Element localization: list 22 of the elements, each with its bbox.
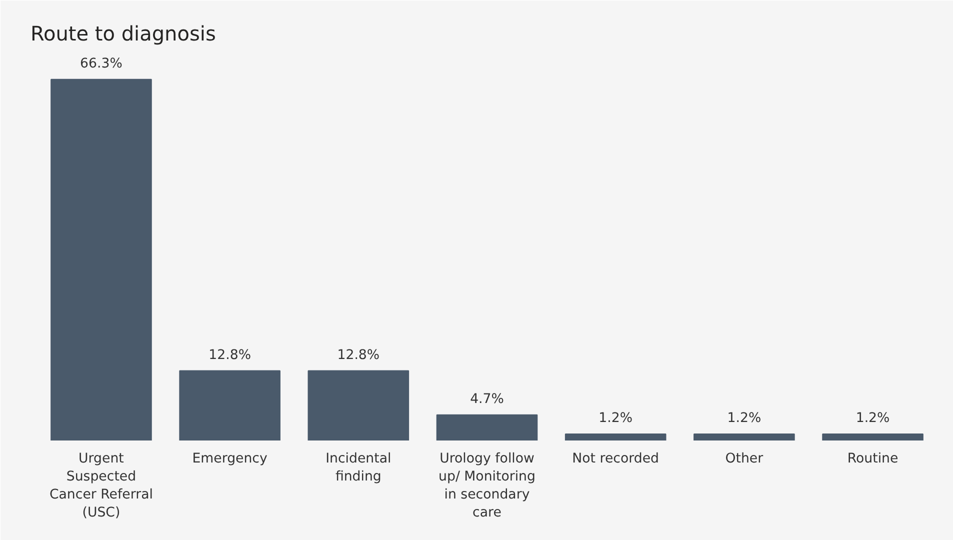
data-label: 1.2%	[856, 410, 890, 426]
data-label: 66.3%	[80, 56, 122, 72]
x-tick-label: Urgent Suspected Cancer Referral (USC)	[49, 452, 153, 520]
data-label: 1.2%	[598, 410, 633, 426]
x-tick-label: Other	[725, 452, 764, 466]
x-tick-label: Urology follow up/ Monitoring in secondary care	[438, 452, 536, 520]
data-label: 1.2%	[727, 410, 762, 426]
bar	[564, 433, 666, 440]
data-label: 12.8%	[208, 348, 251, 363]
bar	[694, 433, 795, 440]
bar	[179, 370, 280, 440]
data-label: 4.7%	[470, 392, 504, 407]
bar	[50, 78, 152, 440]
x-tick-label: Not recorded	[572, 452, 660, 466]
x-tick-label: Routine	[847, 452, 898, 466]
x-tick-label: Incidental finding	[326, 452, 392, 484]
x-tick-label: Emergency	[192, 452, 268, 466]
chart-title: Route to diagnosis	[30, 22, 216, 46]
bar	[436, 414, 538, 440]
bar	[822, 433, 924, 440]
data-label: 12.8%	[337, 348, 380, 363]
bar	[308, 370, 410, 440]
